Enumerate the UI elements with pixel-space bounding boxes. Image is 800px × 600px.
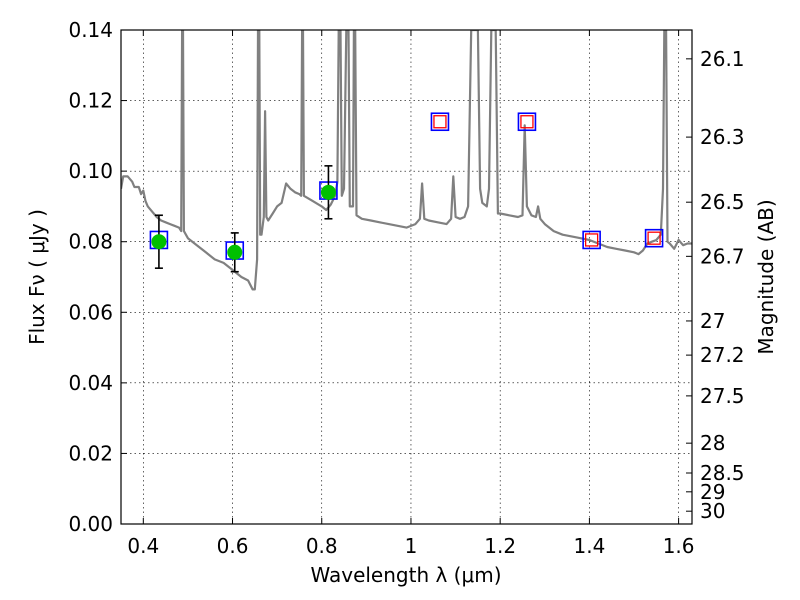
axis-ticks: 0.4 0.6 0.8 1 1.2 1.4 1.6 0.00 0.02 0.04 0.06 0.08 0… (68, 18, 744, 558)
y2-tick-label: 27.5 (700, 384, 745, 408)
x-tick-label: 1.4 (573, 534, 605, 558)
detection-marker (227, 244, 243, 260)
detection-marker (320, 184, 336, 200)
model-photometry-marker (430, 112, 450, 132)
y2-tick-label: 29 (700, 480, 725, 504)
y2-tick-label: 28 (700, 431, 725, 455)
nondetection-marker (647, 231, 661, 245)
nondetection-marker (433, 115, 447, 129)
x-tick-label: 0.8 (306, 534, 338, 558)
x-tick-label: 0.4 (127, 534, 159, 558)
y-tick-label: 0.08 (68, 230, 113, 254)
plot-frame (120, 29, 693, 525)
y-tick-label: 0.02 (68, 441, 113, 465)
x-tick-label: 1.6 (663, 534, 695, 558)
model-spectrum-line (121, 30, 692, 291)
model-photometry-marker (582, 230, 601, 250)
y2-axis-title: Magnitude (AB) (754, 199, 778, 354)
nondetection-marker (584, 233, 599, 247)
y2-tick-label: 26.1 (700, 47, 745, 71)
plot-area (121, 30, 692, 291)
y-tick-label: 0.10 (68, 159, 113, 183)
y-tick-label: 0.06 (68, 300, 113, 324)
y2-tick-label: 27.2 (700, 343, 745, 367)
y2-tick-label: 30 (700, 499, 725, 523)
x-tick-label: 1 (405, 534, 418, 558)
y-axis-title: Flux Fν ( μJy ) (25, 209, 49, 345)
y-tick-label: 0.00 (68, 512, 113, 536)
y2-tick-label: 28.5 (700, 461, 745, 485)
y2-tick-label: 27 (700, 309, 725, 333)
x-tick-label: 0.6 (217, 534, 249, 558)
y2-tick-label: 26.7 (700, 244, 745, 268)
nondetection-marker (520, 115, 534, 129)
y-tick-label: 0.12 (68, 89, 113, 113)
x-tick-label: 1.2 (484, 534, 516, 558)
y2-tick-label: 26.5 (700, 190, 745, 214)
model-photometry-marker (644, 228, 664, 248)
model-photometry-marker (517, 112, 537, 132)
y2-tick-label: 26.3 (700, 125, 745, 149)
y-tick-label: 0.04 (68, 371, 113, 395)
detection-marker (151, 234, 167, 250)
x-axis-title: Wavelength λ (μm) (310, 563, 501, 587)
y-tick-label: 0.14 (68, 18, 113, 42)
